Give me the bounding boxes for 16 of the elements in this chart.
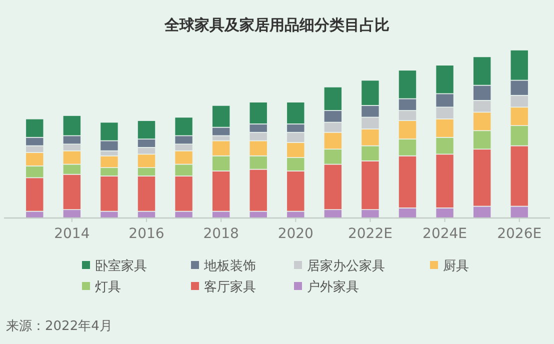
legend-label: 客厅家具	[204, 279, 256, 295]
legend-label: 居家办公家具	[307, 258, 385, 274]
x-tick-label: 2018	[203, 226, 239, 242]
source-note: 来源：2022年4月	[6, 319, 112, 334]
x-tick-label: 2022E	[348, 226, 392, 242]
legend-label: 卧室家具	[95, 258, 147, 274]
x-tick-label: 2014	[54, 226, 90, 242]
chart-title: 全球家具及家居用品细分类目占比	[164, 16, 390, 34]
legend-label: 地板装饰	[203, 259, 256, 274]
legend-label: 户外家具	[307, 279, 359, 295]
x-tick-label: 2020	[278, 226, 314, 242]
x-tick-label: 2026E	[497, 226, 542, 242]
x-tick-label: 2016	[128, 226, 164, 242]
legend-label: 厨具	[443, 259, 469, 274]
x-tick-label: 2024E	[422, 226, 468, 242]
legend-label: 灯具	[95, 280, 121, 295]
